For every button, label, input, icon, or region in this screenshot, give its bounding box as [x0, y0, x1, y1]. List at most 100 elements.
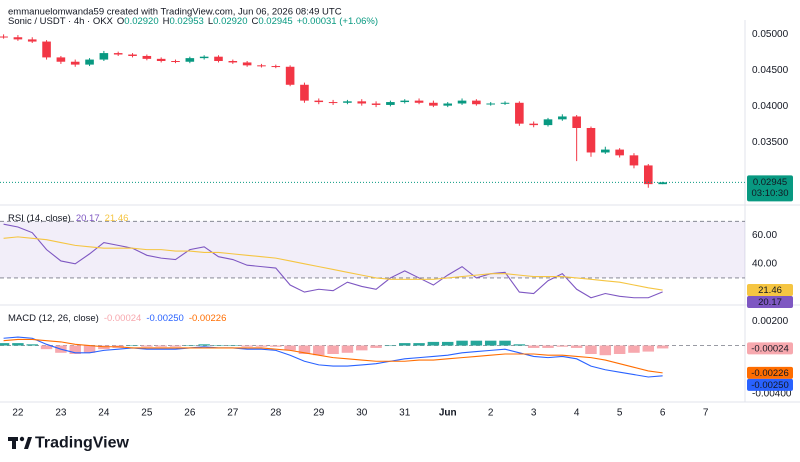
value-box: [747, 284, 793, 297]
candle-body: [586, 127, 596, 153]
candle-body: [27, 39, 37, 42]
pane-legend: Sonic / USDT · 4h · OKX O0.02920 H0.02953 L…: [8, 16, 378, 27]
x-tick-label: 6: [660, 408, 666, 419]
legend-value: -0.00250: [146, 313, 184, 324]
logo-shape: [12, 437, 16, 449]
candle-body: [558, 116, 567, 120]
value-box: [747, 366, 793, 379]
candle-body: [128, 54, 137, 56]
histogram-bar: [327, 345, 339, 354]
candle-body: [414, 100, 424, 103]
candle-body: [70, 61, 80, 65]
brand-logo: TradingView: [8, 435, 130, 452]
candle-body: [643, 165, 653, 185]
candle-body: [457, 100, 467, 104]
histogram-bar: [212, 345, 225, 347]
candle-body: [214, 56, 223, 62]
histogram-bar: [83, 345, 96, 353]
x-tick-label: 26: [184, 408, 196, 419]
histogram-bar: [26, 344, 38, 346]
candle-body: [328, 102, 338, 104]
x-tick-label: 25: [141, 408, 153, 419]
logo-shape: [19, 436, 25, 442]
series-line: [3, 223, 663, 299]
bar-countdown: 03:10:30: [752, 188, 789, 199]
candle-body: [0, 36, 8, 38]
histogram-bar: [456, 340, 468, 346]
y-tick-label: 0.03500: [752, 137, 789, 148]
candle-body: [601, 149, 610, 153]
ohlc-value: 0.02953: [170, 16, 204, 27]
histogram-bar: [542, 345, 554, 348]
histogram-bar: [12, 343, 24, 346]
x-tick-label: 22: [12, 408, 24, 419]
pane-title: MACD (12, 26, close): [8, 313, 99, 324]
candle-body: [99, 53, 109, 60]
pane-title: RSI (14, close): [8, 213, 71, 224]
candle-body: [156, 58, 166, 62]
y-tick-label: 0.00200: [752, 316, 789, 327]
legend-value: 21.46: [105, 213, 129, 224]
series-line: [3, 338, 663, 374]
legend-value: -0.00226: [189, 313, 227, 324]
x-tick-label: 3: [531, 408, 537, 419]
histogram-bar: [499, 340, 511, 346]
histogram-bar: [613, 345, 626, 354]
histogram-bar: [341, 345, 354, 353]
value-box: [747, 378, 793, 391]
candle-body: [486, 103, 495, 105]
x-tick-label: 23: [55, 408, 67, 419]
candle-body: [314, 100, 324, 103]
pane-title: Sonic / USDT · 4h · OKX: [8, 16, 114, 27]
histogram-bar: [527, 345, 540, 348]
x-tick-label: 29: [313, 408, 325, 419]
pane-legend: MACD (12, 26, close) -0.00024 -0.00250 -0.0…: [8, 313, 226, 324]
x-tick-label: 27: [227, 408, 239, 419]
candle-body: [228, 61, 238, 63]
candle-body: [257, 65, 266, 67]
candle-body: [386, 102, 395, 105]
candle-body: [185, 58, 195, 62]
x-tick-label: 30: [356, 408, 368, 419]
histogram-bar: [413, 343, 425, 346]
y-tick-label: 60.00: [752, 230, 777, 241]
logo-shape: [24, 437, 32, 449]
candle-body: [142, 55, 152, 59]
histogram-bar: [570, 345, 583, 348]
ohlc-value: 0.02920: [124, 16, 158, 27]
ohlc-key: O: [117, 16, 124, 27]
series-line: [3, 236, 663, 291]
x-tick-label: 28: [270, 408, 282, 419]
candle-body: [357, 101, 367, 104]
histogram-bar: [255, 345, 268, 347]
y-tick-label: 0.04500: [752, 65, 789, 76]
candle-body: [242, 62, 252, 66]
ohlc-key: H: [163, 16, 170, 27]
histogram-bar: [384, 345, 397, 347]
histogram-bar: [0, 343, 10, 346]
last-price-label: 0.02945: [753, 177, 787, 188]
candle-body: [543, 119, 553, 126]
ohlc-key: C: [251, 16, 258, 27]
candle-body: [42, 41, 51, 58]
last-price-box: [747, 175, 793, 202]
candle-body: [300, 84, 309, 101]
x-tick-label: 5: [617, 408, 623, 419]
histogram-bar: [441, 341, 454, 346]
change: +0.00031 (+1.06%): [297, 16, 378, 27]
caption: emmanuelomwanda59 created with TradingVi…: [8, 7, 342, 18]
candle-body: [199, 56, 209, 59]
histogram-bar: [585, 345, 597, 354]
ohlc-value: 0.02920: [213, 16, 247, 27]
histogram-bar: [484, 340, 497, 346]
histogram-bar: [284, 345, 296, 351]
candle-body: [343, 101, 352, 103]
histogram-bar: [241, 345, 253, 347]
candle-body: [658, 182, 667, 185]
y-tick-label: 0.04000: [752, 101, 789, 112]
histogram-bar: [298, 345, 311, 354]
histogram-bar: [227, 345, 239, 347]
